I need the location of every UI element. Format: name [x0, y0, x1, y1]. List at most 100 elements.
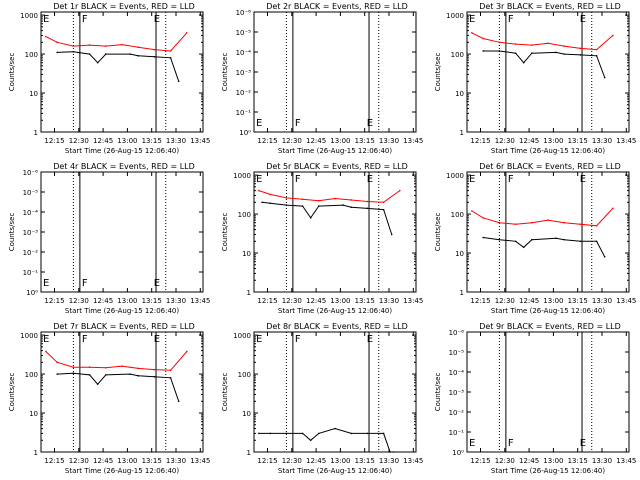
data-point [482, 236, 484, 239]
data-point [498, 221, 501, 224]
data-point [129, 53, 131, 55]
panel-9: Det 9r BLACK = Events, RED = LLD 10⁰ 10⁻¹ 1… [434, 322, 636, 475]
data-point [514, 223, 517, 225]
x-tick-label: 13:30 [379, 297, 399, 305]
y-tick-label: 10 [455, 250, 464, 258]
x-axis-label: Start Time (26-Aug-15 12:06:40) [278, 467, 392, 475]
data-point [514, 240, 517, 243]
marker-label: E [256, 174, 262, 185]
x-tick-label: 12:45 [306, 457, 326, 465]
data-point [45, 350, 47, 353]
y-tick-label: 1000 [233, 332, 251, 340]
data-point [555, 237, 557, 240]
data-point [498, 238, 501, 241]
data-point [169, 369, 172, 372]
x-tick-label: 12:45 [519, 457, 539, 465]
y-tick-label: 10⁰ [452, 449, 464, 457]
y-tick-label: 10⁻² [236, 89, 252, 97]
data-point [169, 50, 172, 52]
x-tick-label: 12:45 [306, 137, 326, 145]
y-tick-label: 100 [451, 51, 464, 59]
y-tick-label: 10⁻⁶ [449, 329, 465, 337]
series-line-lld [471, 32, 614, 51]
x-tick-label: 13:00 [117, 137, 137, 145]
data-point [318, 205, 320, 207]
plot-frame [253, 171, 417, 293]
y-axis-label: Counts/sec [221, 53, 229, 92]
data-point [514, 43, 517, 45]
data-point [595, 224, 598, 227]
x-tick-label: 12:30 [282, 137, 302, 145]
x-tick-label: 13:00 [543, 137, 563, 145]
data-point [603, 76, 606, 79]
data-point [498, 41, 501, 44]
data-point [261, 201, 263, 204]
data-point [366, 200, 369, 203]
x-tick-label: 13:45 [616, 457, 636, 465]
x-tick-label: 13:15 [142, 137, 162, 145]
marker-label: E [469, 174, 475, 185]
data-point [88, 53, 91, 55]
data-point [301, 198, 304, 201]
data-point [285, 204, 288, 206]
data-point [531, 238, 533, 241]
data-point [547, 42, 549, 44]
y-axis-label: Counts/sec [221, 213, 229, 252]
data-point [382, 208, 385, 211]
panel-4: Det 4r BLACK = Events, RED = LLD 10⁰ 10⁻¹ 1… [8, 162, 210, 315]
x-tick-label: 12:30 [495, 137, 515, 145]
data-point [482, 37, 484, 40]
y-tick-label: 10⁻¹ [236, 109, 252, 117]
y-tick-label: 1 [34, 449, 38, 457]
data-point [579, 223, 582, 225]
plot-frame [253, 11, 417, 133]
x-tick-label: 13:30 [592, 297, 612, 305]
x-tick-label: 13:15 [568, 137, 588, 145]
x-tick-label: 13:00 [543, 297, 563, 305]
plot-frame [40, 171, 204, 293]
plot-frame [466, 11, 630, 133]
y-tick-label: 10⁻³ [449, 389, 465, 397]
marker-label: E [154, 334, 160, 345]
x-axis-label: Start Time (26-Aug-15 12:06:40) [65, 467, 179, 475]
x-tick-label: 12:30 [69, 457, 89, 465]
marker-label: E [256, 334, 262, 345]
data-point [269, 202, 271, 204]
panel-title: Det 3r BLACK = Events, RED = LLD [479, 2, 621, 11]
data-point [555, 51, 557, 54]
data-point [309, 217, 312, 219]
data-point [531, 44, 533, 46]
data-point [522, 246, 525, 249]
y-tick-label: 10⁻² [449, 409, 465, 417]
y-tick-label: 10⁻³ [23, 229, 39, 237]
y-tick-label: 100 [238, 211, 251, 219]
data-point [56, 51, 58, 54]
x-tick-label: 13:30 [379, 457, 399, 465]
marker-label: F [295, 334, 301, 345]
data-point [531, 52, 533, 55]
data-point [153, 56, 156, 58]
marker-label: F [82, 278, 88, 289]
series-line-lld [471, 208, 614, 227]
y-tick-label: 10⁻¹ [449, 429, 465, 437]
x-tick-label: 13:15 [355, 297, 375, 305]
data-point [186, 350, 188, 353]
x-tick-label: 13:00 [117, 457, 137, 465]
y-axis-label: Counts/sec [434, 53, 442, 92]
panel-7: Det 7r BLACK = Events, RED = LLD 1 10 100 10… [8, 322, 210, 475]
data-point [153, 48, 156, 51]
marker-label: E [256, 118, 262, 129]
marker-label: E [580, 438, 586, 449]
data-point [301, 432, 304, 435]
data-point [366, 432, 369, 435]
series-line-events [483, 237, 606, 258]
plot-frame [466, 171, 630, 293]
x-tick-label: 13:45 [616, 137, 636, 145]
data-point [72, 45, 75, 47]
x-tick-label: 12:15 [257, 457, 277, 465]
y-tick-label: 100 [238, 371, 251, 379]
series-line-events [57, 372, 180, 402]
data-point [56, 361, 58, 364]
series-line-events [258, 427, 394, 453]
